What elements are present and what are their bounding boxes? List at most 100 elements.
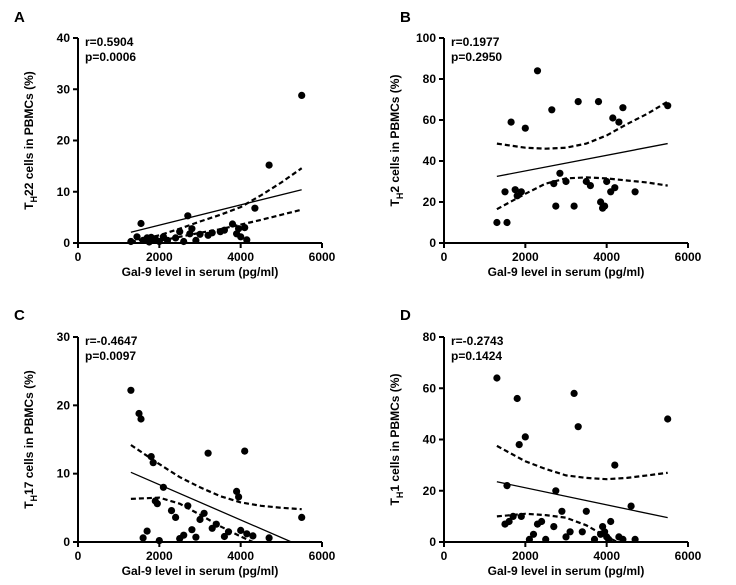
data-point bbox=[155, 237, 163, 246]
y-tick-label: 0 bbox=[63, 236, 70, 250]
x-tick-label: 0 bbox=[441, 549, 448, 563]
data-point bbox=[237, 526, 245, 535]
data-point bbox=[627, 502, 635, 510]
data-point bbox=[550, 523, 558, 531]
data-point bbox=[298, 513, 306, 522]
plot-area bbox=[130, 444, 302, 542]
x-tick-label: 2000 bbox=[146, 250, 173, 264]
y-tick-label: 80 bbox=[423, 72, 437, 86]
data-point bbox=[521, 433, 529, 441]
x-tick-label: 2000 bbox=[146, 549, 173, 563]
x-tick-label: 4000 bbox=[227, 549, 254, 563]
y-tick-label: 60 bbox=[423, 381, 437, 395]
data-point bbox=[619, 535, 627, 544]
y-tick-label: 40 bbox=[423, 154, 437, 168]
stat-annotation: p=0.2950 bbox=[451, 50, 502, 64]
data-point bbox=[298, 91, 306, 99]
data-point bbox=[552, 202, 560, 210]
data-point bbox=[664, 415, 672, 423]
data-point bbox=[180, 237, 188, 246]
data-point bbox=[525, 535, 534, 544]
x-axis-title: Gal-9 level in serum (pg/ml) bbox=[122, 265, 279, 279]
data-point bbox=[127, 237, 135, 246]
data-point bbox=[609, 114, 617, 122]
data-point bbox=[517, 512, 525, 521]
stat-annotation: r=-0.4647 bbox=[85, 334, 138, 348]
x-axis-title: Gal-9 level in serum (pg/ml) bbox=[488, 265, 645, 279]
data-point bbox=[542, 535, 550, 544]
y-tick-label: 40 bbox=[57, 31, 71, 45]
y-tick-label: 20 bbox=[423, 195, 437, 209]
plot-area bbox=[496, 444, 668, 542]
y-axis-title: TH17 cells in PBMCs (%) bbox=[22, 370, 39, 509]
y-tick-label: 60 bbox=[423, 113, 437, 127]
data-point bbox=[615, 118, 623, 126]
data-point bbox=[590, 535, 599, 544]
data-point bbox=[605, 535, 613, 544]
stat-annotation: p=0.0006 bbox=[85, 50, 136, 64]
panel-letter: C bbox=[14, 307, 25, 324]
stat-annotation: p=0.1424 bbox=[451, 349, 502, 363]
y-tick-label: 80 bbox=[423, 330, 437, 344]
data-point bbox=[631, 535, 639, 544]
data-point bbox=[159, 483, 167, 491]
data-point bbox=[566, 528, 574, 536]
data-point bbox=[578, 528, 586, 536]
data-point bbox=[570, 202, 578, 210]
data-point bbox=[509, 512, 517, 521]
data-point bbox=[235, 225, 243, 233]
y-tick-label: 20 bbox=[423, 484, 437, 498]
y-tick-label: 100 bbox=[416, 31, 436, 45]
data-point bbox=[176, 228, 184, 236]
data-point bbox=[204, 449, 212, 457]
y-tick-label: 20 bbox=[57, 134, 71, 148]
stat-annotation: r=-0.2743 bbox=[451, 334, 504, 348]
ci-lower-curve bbox=[130, 496, 256, 542]
y-tick-label: 0 bbox=[63, 535, 70, 549]
ci-lower-curve bbox=[496, 176, 668, 211]
data-point bbox=[517, 188, 525, 196]
stat-annotation: r=0.5904 bbox=[85, 35, 134, 49]
data-point bbox=[137, 415, 145, 423]
data-point bbox=[607, 517, 615, 526]
data-point bbox=[503, 218, 511, 227]
chart-panel-d: D 0 20 40 60 80 0 2000 4000 6000 Gal-9 level in se… bbox=[388, 307, 702, 578]
data-point bbox=[249, 532, 257, 540]
x-tick-label: 4000 bbox=[593, 250, 620, 264]
x-tick-label: 0 bbox=[75, 549, 82, 563]
data-point bbox=[538, 517, 546, 526]
ci-upper-curve bbox=[496, 444, 668, 481]
data-point bbox=[493, 218, 501, 227]
data-point bbox=[192, 533, 200, 541]
data-point bbox=[570, 389, 578, 397]
data-point bbox=[155, 537, 163, 545]
data-point bbox=[556, 169, 564, 177]
data-point bbox=[241, 447, 249, 455]
y-tick-label: 10 bbox=[57, 467, 71, 481]
data-point bbox=[582, 507, 590, 515]
data-point bbox=[133, 233, 141, 241]
y-tick-label: 0 bbox=[429, 236, 436, 250]
plot-area bbox=[496, 100, 669, 211]
data-point bbox=[493, 374, 501, 382]
x-tick-label: 4000 bbox=[227, 250, 254, 264]
x-tick-label: 2000 bbox=[512, 549, 539, 563]
data-point bbox=[548, 106, 556, 114]
y-axis-title: TH22 cells in PBMCs (%) bbox=[22, 71, 39, 210]
data-point bbox=[241, 224, 249, 232]
data-point bbox=[184, 212, 192, 220]
y-axis-title: TH1 cells in PBMCs (%) bbox=[388, 374, 405, 506]
data-point bbox=[143, 527, 151, 535]
data-point bbox=[603, 177, 611, 186]
data-point bbox=[135, 409, 143, 418]
x-tick-label: 0 bbox=[441, 250, 448, 264]
data-point bbox=[196, 230, 204, 238]
data-point bbox=[184, 502, 192, 510]
x-tick-label: 6000 bbox=[309, 549, 336, 563]
data-point bbox=[188, 225, 196, 233]
data-point bbox=[611, 461, 619, 469]
regression-line bbox=[130, 189, 302, 233]
ci-upper-curve bbox=[130, 167, 303, 243]
y-tick-label: 30 bbox=[57, 330, 71, 344]
